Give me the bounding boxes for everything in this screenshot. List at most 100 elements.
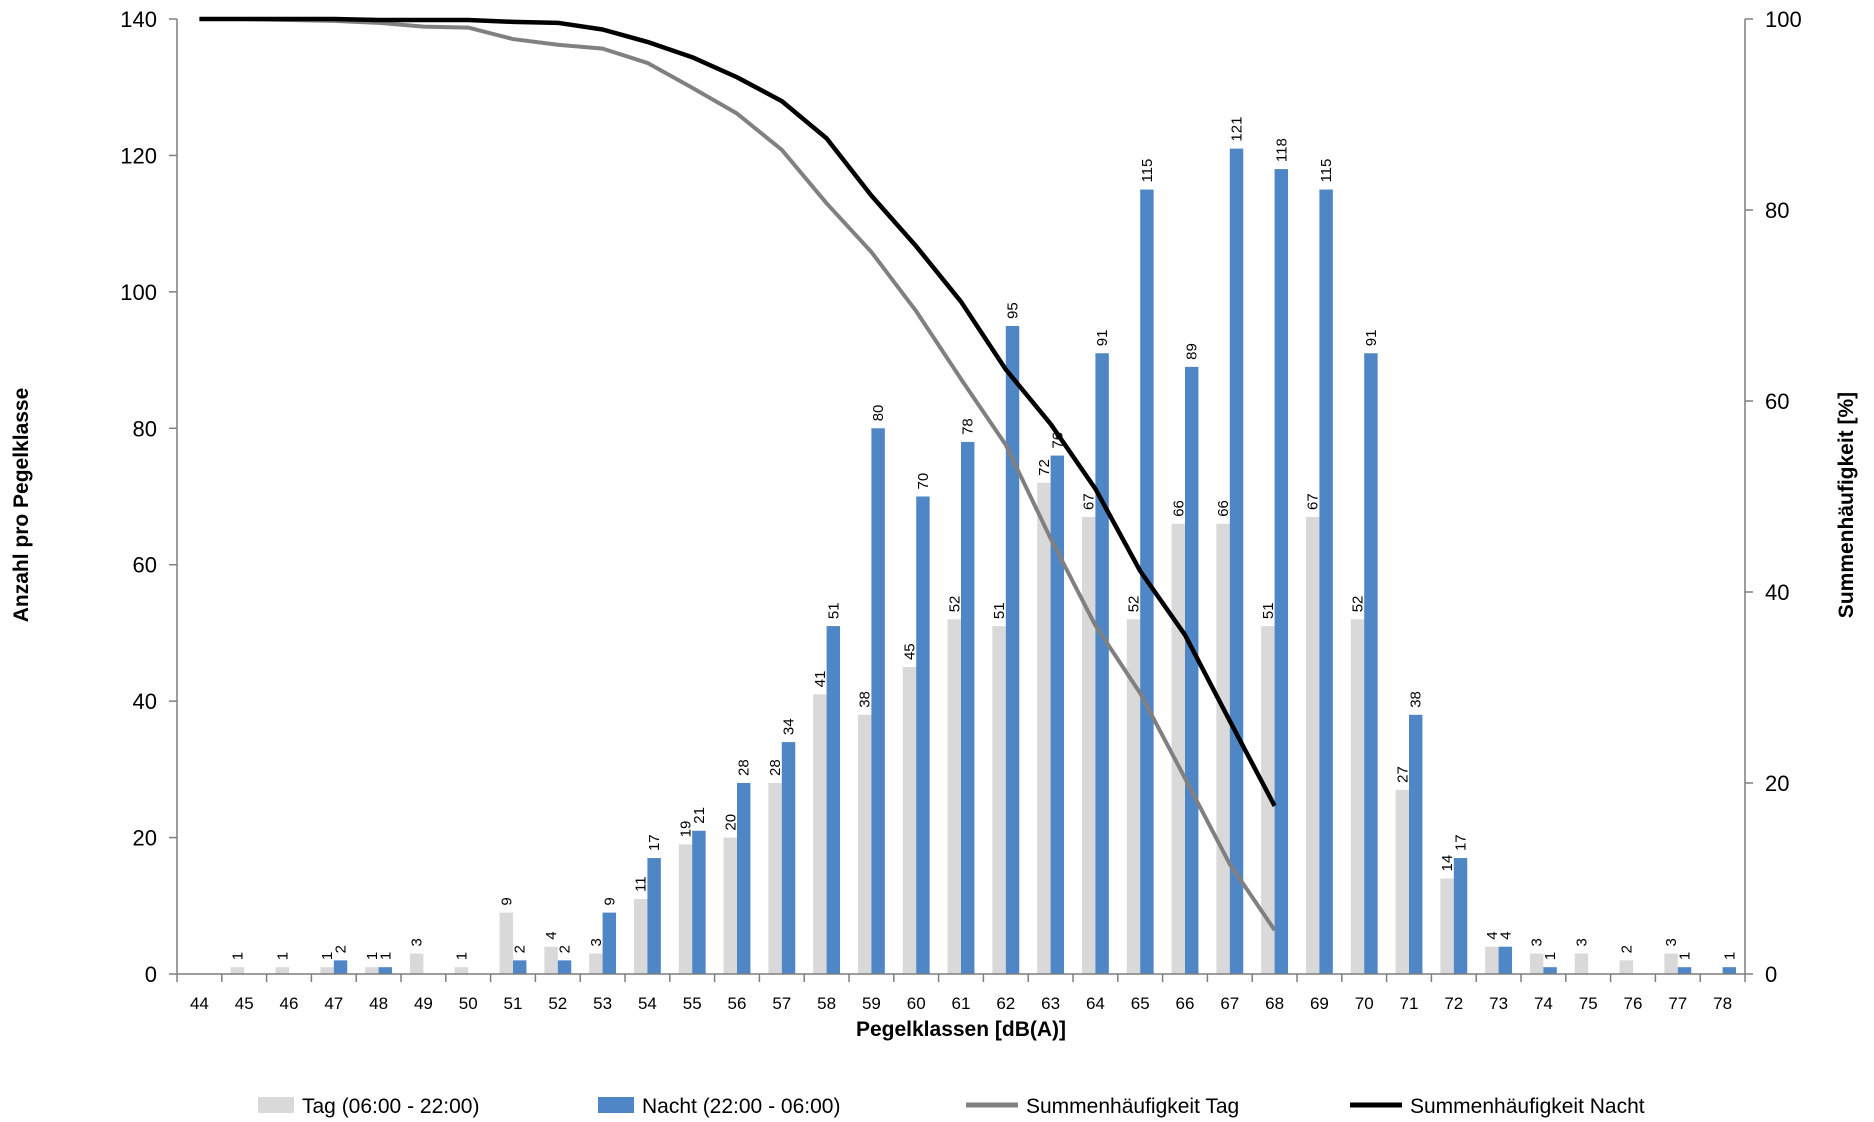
x-tick-label: 71 [1400, 994, 1419, 1013]
data-label-nacht: 28 [736, 759, 753, 776]
bar-tag [1037, 482, 1051, 974]
data-label-nacht: 118 [1273, 138, 1290, 162]
x-tick-label: 58 [817, 994, 836, 1013]
x-tick-label: 51 [504, 994, 523, 1013]
bar-tag [857, 714, 872, 974]
bar-tag [1305, 516, 1320, 974]
x-tick-label: 54 [638, 994, 657, 1013]
line-summe-nacht [199, 16, 1277, 807]
bar-nacht [826, 626, 841, 974]
data-label-nacht: 89 [1184, 343, 1201, 360]
y2-tick-label: 60 [1765, 389, 1789, 414]
bar-tag [1126, 619, 1141, 974]
bar-tag [768, 783, 782, 974]
bar-nacht [1229, 148, 1244, 974]
bar-tag [499, 912, 513, 974]
x-tick-label: 55 [683, 994, 702, 1013]
bar-tag [409, 953, 424, 974]
x-tick-label: 65 [1131, 994, 1150, 1013]
bar-tag [320, 967, 334, 974]
data-label-nacht: 1 [1542, 952, 1559, 960]
data-label-tag: 3 [588, 938, 605, 946]
x-axis-title: Pegelklassen [dB(A)] [856, 1018, 1066, 1041]
line-summe-tag [199, 17, 1277, 932]
bar-tag [365, 967, 379, 974]
data-label-tag: 1 [453, 952, 470, 960]
data-label-tag: 27 [1394, 766, 1411, 783]
x-tick-label: 61 [952, 994, 971, 1013]
bar-nacht [1409, 714, 1423, 974]
data-label-tag: 3 [1573, 938, 1590, 946]
data-label-tag: 2 [1618, 945, 1635, 953]
bar-nacht [916, 496, 930, 974]
data-label-tag: 52 [1125, 596, 1142, 613]
x-tick-label: 50 [459, 994, 478, 1013]
bar-tag [1350, 619, 1365, 974]
data-label-tag: 1 [274, 952, 291, 960]
y-axis-title: Anzahl pro Pegelklasse [10, 388, 33, 623]
data-label-tag: 4 [1484, 931, 1501, 939]
bar-nacht [961, 441, 975, 974]
bar-nacht [1453, 858, 1468, 974]
x-tick-label: 66 [1176, 994, 1195, 1013]
data-label-nacht: 121 [1229, 117, 1246, 142]
data-label-nacht: 70 [915, 473, 932, 490]
bar-tag [1216, 523, 1230, 974]
bar-nacht [1319, 189, 1333, 975]
x-tick-label: 53 [593, 994, 612, 1013]
data-label-nacht: 78 [960, 418, 977, 435]
bar-nacht [1543, 967, 1557, 974]
bar-tag [1574, 953, 1589, 974]
data-label-tag: 28 [767, 759, 784, 776]
y-tick-label: 0 [145, 962, 157, 987]
x-tick-label: 74 [1534, 994, 1553, 1013]
bar-nacht [1185, 366, 1199, 975]
legend-swatch-bar [258, 1097, 294, 1113]
bars-group [230, 148, 1737, 975]
bar-nacht [1498, 946, 1513, 974]
bar-tag [1395, 789, 1409, 974]
data-label-tag: 14 [1439, 855, 1456, 872]
bar-nacht [333, 960, 348, 974]
data-label-tag: 67 [1305, 493, 1322, 510]
bar-nacht [647, 858, 661, 974]
y2-tick-label: 0 [1765, 962, 1777, 987]
data-label-nacht: 91 [1094, 330, 1111, 347]
bar-nacht [871, 428, 885, 974]
data-label-nacht: 76 [1049, 432, 1066, 449]
legend-label: Summenhäufigkeit Nacht [1410, 1095, 1645, 1118]
x-tick-label: 69 [1310, 994, 1329, 1013]
data-label-tag: 20 [722, 814, 739, 831]
data-label-tag: 72 [1036, 459, 1053, 476]
y-tick-label: 80 [133, 416, 157, 441]
data-label-nacht: 51 [825, 602, 842, 619]
bar-tag [678, 844, 693, 974]
data-label-nacht: 9 [601, 897, 618, 905]
bar-tag [230, 967, 245, 974]
x-tick-label: 46 [280, 994, 299, 1013]
data-label-tag: 45 [901, 643, 918, 660]
bar-nacht [1274, 169, 1289, 975]
x-tick-label: 48 [369, 994, 388, 1013]
x-tick-label: 76 [1624, 994, 1643, 1013]
bar-tag [633, 898, 648, 974]
data-label-tag: 66 [1170, 500, 1187, 517]
bar-tag [589, 953, 603, 974]
x-tick-label: 49 [414, 994, 433, 1013]
data-label-tag: 67 [1081, 493, 1098, 510]
x-tick-label: 77 [1668, 994, 1687, 1013]
data-label-tag: 52 [946, 596, 963, 613]
y-tick-label: 120 [120, 143, 157, 168]
y2-tick-label: 20 [1765, 771, 1789, 796]
data-label-tag: 1 [364, 952, 381, 960]
bar-tag [1619, 960, 1633, 974]
data-label-nacht: 1 [377, 952, 394, 960]
bar-tag [1261, 626, 1275, 974]
bar-tag [947, 619, 961, 974]
x-tick-label: 52 [548, 994, 567, 1013]
bar-tag [275, 967, 289, 974]
data-label-nacht: 34 [781, 718, 798, 735]
x-tick-label: 78 [1713, 994, 1732, 1013]
y-tick-label: 140 [120, 7, 157, 32]
